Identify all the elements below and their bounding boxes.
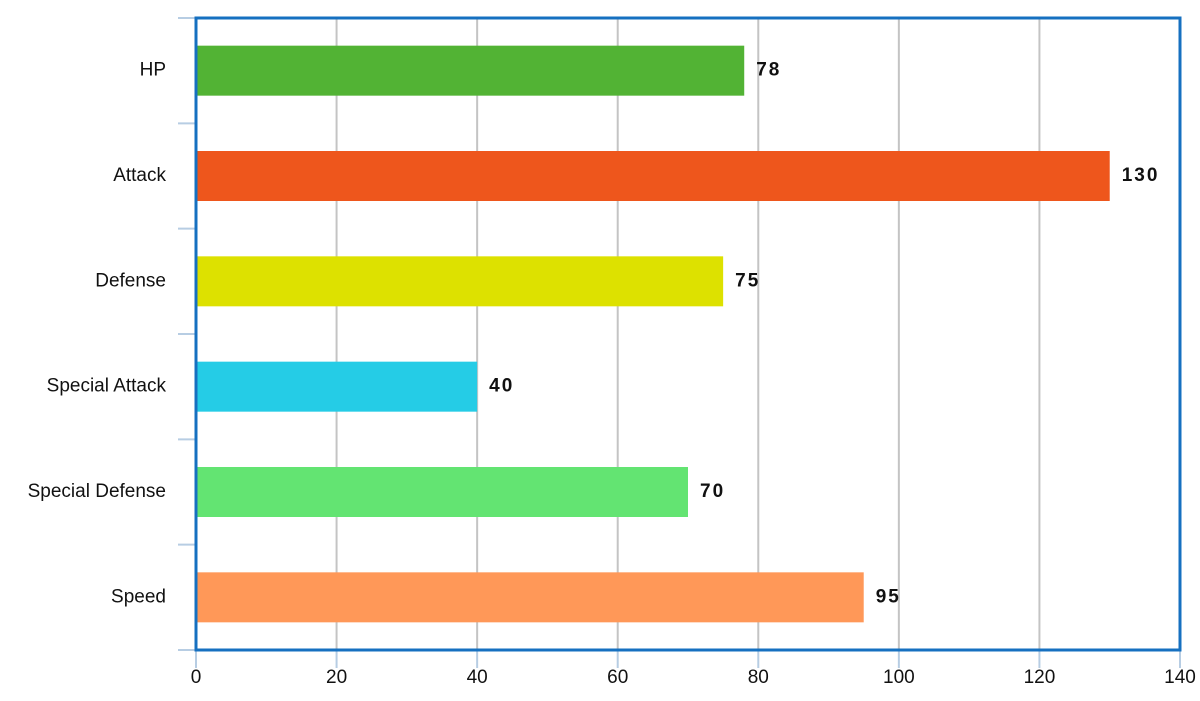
y-tick-label: Special Attack <box>47 376 167 397</box>
x-tick-label: 80 <box>748 667 769 688</box>
y-tick-label: Defense <box>95 270 166 291</box>
y-tick-label: Attack <box>113 165 166 186</box>
bar <box>196 467 688 517</box>
x-tick-label: 60 <box>607 667 628 688</box>
value-label: 40 <box>489 376 514 397</box>
x-tick-label: 140 <box>1164 667 1196 688</box>
plot-border <box>194 16 1182 652</box>
bar <box>196 572 864 623</box>
bar <box>196 45 745 96</box>
x-tick-label: 40 <box>467 667 488 688</box>
value-label: 78 <box>756 60 781 81</box>
y-tick-label: Speed <box>111 586 166 607</box>
bar <box>196 256 724 307</box>
value-label: 70 <box>700 481 725 502</box>
x-tick-label: 100 <box>883 667 915 688</box>
bar <box>196 361 478 412</box>
x-tick-label: 0 <box>191 667 202 688</box>
bar <box>196 151 1110 201</box>
value-label: 95 <box>876 586 901 607</box>
x-tick-label: 120 <box>1024 667 1056 688</box>
x-tick-label: 20 <box>326 667 347 688</box>
y-tick-label: Special Defense <box>28 481 166 502</box>
y-tick-label: HP <box>140 60 166 81</box>
value-label: 130 <box>1122 165 1160 186</box>
value-label: 75 <box>735 270 760 291</box>
